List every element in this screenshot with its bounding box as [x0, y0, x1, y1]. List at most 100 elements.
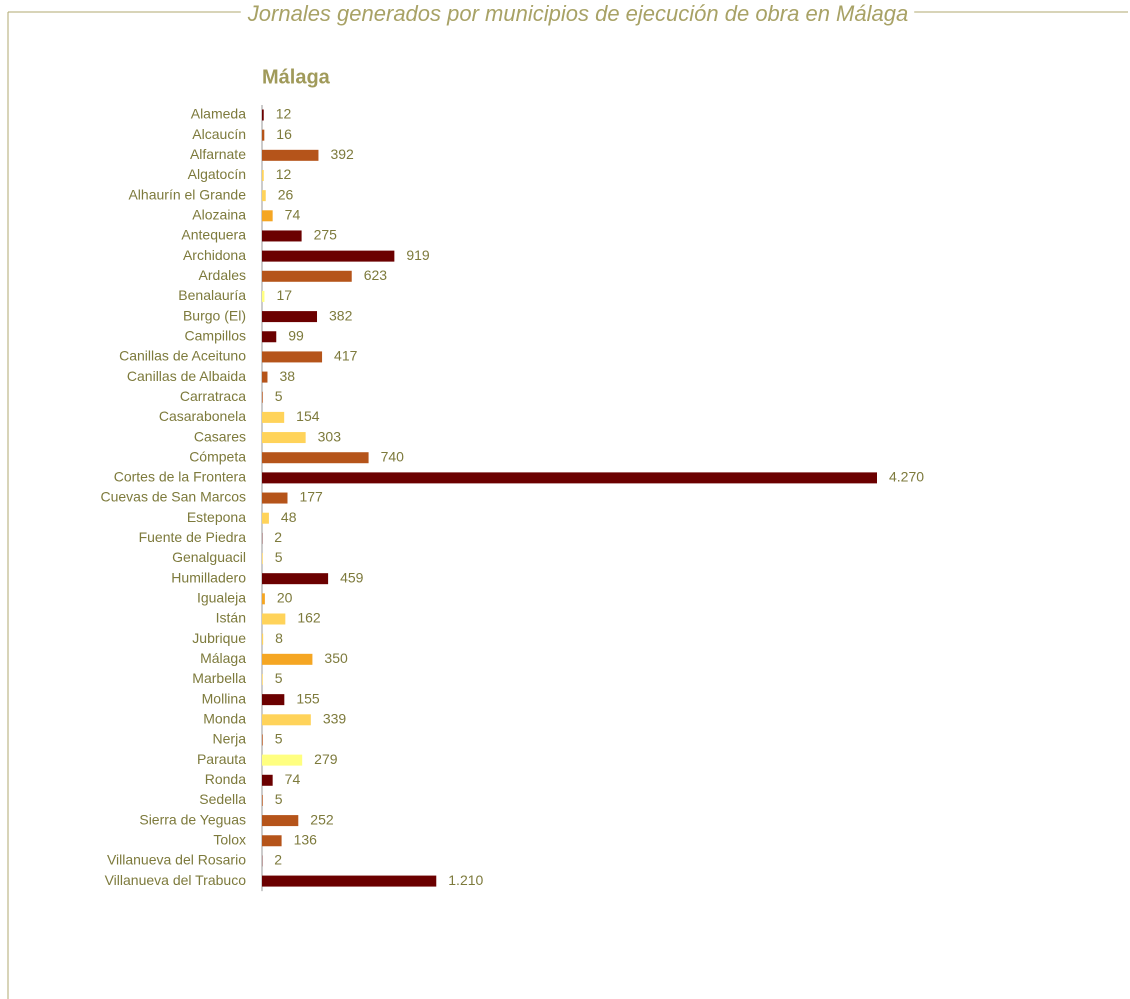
value-label: 2 — [274, 852, 282, 868]
bar — [262, 593, 265, 605]
category-label: Cómpeta — [189, 448, 246, 464]
bar — [262, 754, 303, 766]
bar — [262, 432, 306, 444]
category-label: Nerja — [213, 731, 247, 747]
value-label: 1.210 — [448, 872, 483, 888]
value-label: 155 — [296, 690, 320, 706]
value-label: 26 — [278, 186, 294, 202]
bar — [262, 331, 277, 343]
value-label: 74 — [285, 207, 301, 223]
category-label: Fuente de Piedra — [139, 529, 247, 545]
value-label: 177 — [299, 489, 323, 505]
value-label: 252 — [310, 811, 334, 827]
bar — [262, 190, 266, 202]
category-label: Benalauría — [178, 287, 246, 303]
category-label: Málaga — [200, 650, 246, 666]
value-label: 350 — [324, 650, 348, 666]
value-label: 303 — [318, 428, 342, 444]
category-label: Igualeja — [197, 590, 246, 606]
category-label: Alozaina — [192, 207, 246, 223]
value-label: 154 — [296, 408, 320, 424]
bar — [262, 492, 288, 504]
value-label: 48 — [281, 509, 297, 525]
bar — [262, 230, 302, 242]
category-label: Jubrique — [192, 630, 246, 646]
category-label: Canillas de Aceituno — [119, 348, 246, 364]
bar — [262, 633, 264, 645]
bar — [262, 794, 263, 806]
value-label: 339 — [323, 711, 347, 727]
category-label: Ronda — [205, 771, 246, 787]
value-label: 4.270 — [889, 469, 924, 485]
value-label: 417 — [334, 348, 358, 364]
value-label: 12 — [276, 166, 292, 182]
bar — [262, 452, 369, 464]
bar — [262, 673, 263, 685]
category-label: Alfarnate — [190, 146, 246, 162]
bar — [262, 653, 313, 665]
bar — [262, 714, 311, 726]
category-label: Villanueva del Rosario — [107, 852, 246, 868]
chart-title: Jornales generados por municipios de eje… — [247, 1, 908, 26]
bar — [262, 250, 395, 262]
value-label: 5 — [275, 388, 283, 404]
bar — [262, 290, 265, 302]
bar — [262, 734, 263, 746]
category-label: Ardales — [199, 267, 246, 283]
bar — [262, 270, 352, 282]
category-label: Tolox — [213, 831, 246, 847]
value-label: 74 — [285, 771, 301, 787]
category-label: Campillos — [185, 327, 246, 343]
value-label: 38 — [279, 368, 295, 384]
bar — [262, 129, 265, 141]
bar — [262, 815, 299, 827]
category-label: Carratraca — [180, 388, 246, 404]
category-label: Mollina — [202, 690, 247, 706]
bar — [262, 371, 268, 383]
bar — [262, 835, 282, 847]
bar — [262, 311, 318, 323]
bar — [262, 472, 877, 484]
bar — [262, 573, 329, 585]
category-label: Villanueva del Trabuco — [105, 872, 247, 888]
bar — [262, 109, 264, 121]
value-label: 459 — [340, 569, 364, 585]
category-label: Archidona — [183, 247, 246, 263]
value-label: 382 — [329, 307, 353, 323]
bar — [262, 774, 273, 786]
value-label: 275 — [314, 227, 338, 243]
category-label: Antequera — [181, 227, 246, 243]
value-label: 2 — [274, 529, 282, 545]
bar — [262, 553, 263, 565]
bar — [262, 391, 263, 403]
value-label: 5 — [275, 791, 283, 807]
category-label: Sedella — [199, 791, 246, 807]
value-label: 5 — [275, 670, 283, 686]
value-label: 17 — [276, 287, 292, 303]
value-label: 136 — [294, 831, 318, 847]
bar — [262, 169, 264, 181]
category-label: Alhaurín el Grande — [128, 186, 246, 202]
category-label: Canillas de Albaida — [127, 368, 246, 384]
bar — [262, 613, 286, 625]
category-label: Alameda — [191, 106, 246, 122]
category-label: Estepona — [187, 509, 246, 525]
bar — [262, 694, 285, 706]
value-label: 5 — [275, 731, 283, 747]
value-label: 740 — [381, 448, 405, 464]
bar — [262, 351, 323, 363]
value-label: 623 — [364, 267, 388, 283]
value-label: 919 — [406, 247, 430, 263]
category-label: Monda — [203, 711, 246, 727]
category-label: Algatocín — [188, 166, 246, 182]
value-label: 12 — [276, 106, 292, 122]
category-label: Sierra de Yeguas — [139, 811, 246, 827]
category-label: Marbella — [192, 670, 246, 686]
category-label: Parauta — [197, 751, 246, 767]
category-label: Istán — [216, 610, 246, 626]
category-label: Genalguacil — [172, 549, 246, 565]
value-label: 8 — [275, 630, 283, 646]
value-label: 5 — [275, 549, 283, 565]
value-label: 279 — [314, 751, 338, 767]
